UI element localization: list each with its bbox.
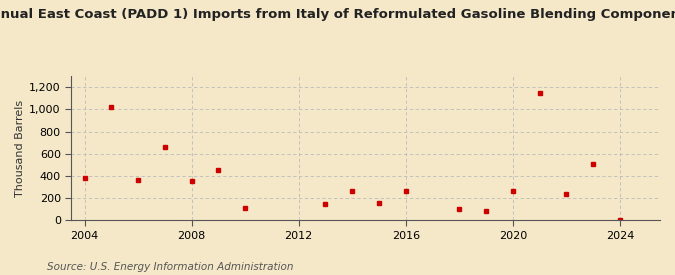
Text: Annual East Coast (PADD 1) Imports from Italy of Reformulated Gasoline Blending : Annual East Coast (PADD 1) Imports from … [0, 8, 675, 21]
Text: Source: U.S. Energy Information Administration: Source: U.S. Energy Information Administ… [47, 262, 294, 272]
Y-axis label: Thousand Barrels: Thousand Barrels [15, 100, 25, 197]
